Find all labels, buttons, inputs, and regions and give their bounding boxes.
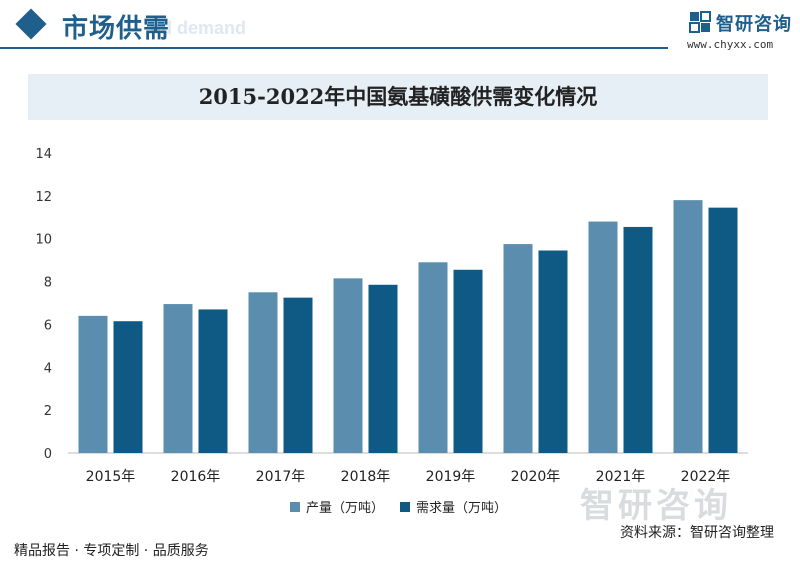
bar-demand — [283, 297, 313, 453]
chart-title: 2015-2022年中国氨基磺酸供需变化情况 — [198, 84, 598, 109]
y-tick-label: 2 — [44, 404, 52, 419]
y-tick-label: 8 — [44, 276, 52, 291]
x-tick-label: 2022年 — [681, 469, 731, 485]
ghost-subtitle: nd demand — [150, 18, 247, 38]
bar-demand — [708, 207, 738, 453]
brand-name: 智研咨询 — [716, 14, 792, 35]
brand-logo-icon — [689, 11, 711, 33]
y-tick-label: 6 — [44, 318, 52, 333]
bar-demand — [113, 321, 143, 453]
bar-production — [418, 262, 448, 453]
y-tick-label: 10 — [35, 233, 52, 248]
y-tick-label: 14 — [35, 147, 52, 162]
bar-production — [673, 200, 703, 453]
x-tick-label: 2019年 — [426, 469, 476, 485]
bar-demand — [368, 284, 398, 453]
diamond-icon — [15, 8, 47, 40]
legend-label: 需求量（万吨） — [416, 501, 507, 516]
header-divider — [0, 47, 668, 49]
x-tick-label: 2021年 — [596, 469, 646, 485]
bar-demand — [198, 309, 228, 453]
legend-swatch — [400, 502, 410, 512]
bar-demand — [453, 269, 483, 453]
chart-title-bar: 2015-2022年中国氨基磺酸供需变化情况 — [28, 74, 768, 120]
header: nd demand 市场供需 智研咨询 www.chyxx.com — [0, 0, 800, 54]
bar-production — [588, 221, 618, 453]
section-title: 市场供需 — [62, 14, 171, 44]
bar-production — [163, 304, 193, 453]
bar-production — [333, 278, 363, 453]
y-tick-label: 4 — [44, 361, 52, 376]
x-tick-label: 2017年 — [256, 469, 306, 485]
bar-production — [78, 315, 108, 453]
bar-chart: 0 2 4 6 8 10 12 14 2015年 2016年 2017年 2018年 2019年 2020… — [35, 147, 748, 516]
footer-tagline: 精品报告 · 专项定制 · 品质服务 — [14, 543, 209, 559]
legend-swatch — [290, 502, 300, 512]
legend-label: 产量（万吨） — [306, 501, 384, 516]
source-note: 资料来源：智研咨询整理 — [620, 525, 774, 541]
bar-demand — [538, 250, 568, 453]
x-tick-label: 2018年 — [341, 469, 391, 485]
bar-demand — [623, 226, 653, 453]
y-tick-label: 0 — [44, 447, 52, 462]
x-tick-label: 2020年 — [511, 469, 561, 485]
brand-url: www.chyxx.com — [687, 38, 774, 51]
y-tick-label: 12 — [35, 190, 52, 205]
bar-production — [248, 292, 278, 453]
x-tick-label: 2015年 — [86, 469, 136, 485]
x-tick-label: 2016年 — [171, 469, 221, 485]
watermark-big: 智研咨询 — [580, 486, 732, 526]
bar-production — [503, 244, 533, 453]
